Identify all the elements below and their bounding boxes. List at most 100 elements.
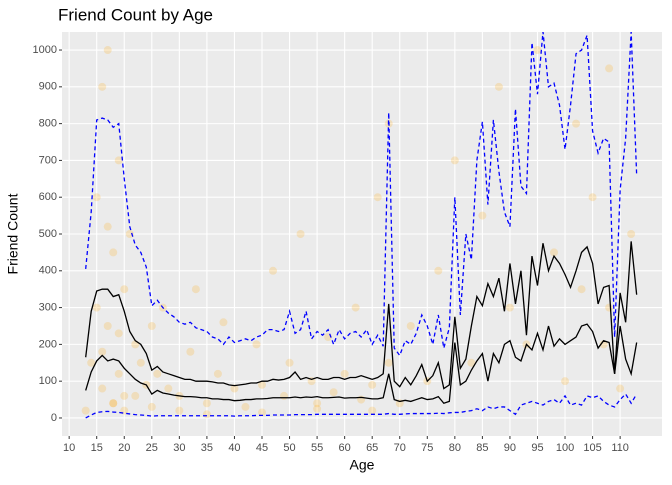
point (478, 211, 487, 220)
x-tick-label: 55 (311, 442, 323, 454)
point (351, 303, 360, 312)
point (252, 340, 261, 349)
point (147, 402, 156, 411)
point (550, 248, 559, 257)
y-tick-label: 600 (39, 191, 57, 203)
point (313, 399, 322, 408)
point (577, 285, 586, 294)
x-axis-label: Age (350, 457, 375, 473)
x-tick-label: 100 (556, 442, 574, 454)
point (92, 303, 101, 312)
y-axis-label: Friend Count (5, 193, 21, 274)
point (406, 321, 415, 330)
point (153, 369, 162, 378)
line (85, 393, 638, 419)
grid (62, 32, 662, 436)
y-tick-label: 900 (39, 81, 57, 93)
point (202, 410, 211, 419)
point (605, 64, 614, 73)
x-tick-label: 70 (394, 442, 406, 454)
point (175, 406, 184, 415)
x-tick-label: 90 (504, 442, 516, 454)
line (85, 241, 638, 390)
point (241, 402, 250, 411)
point (313, 404, 322, 413)
y-tick-label: 0 (51, 412, 57, 424)
x-tick-label: 95 (531, 442, 543, 454)
y-tick-label: 400 (39, 265, 57, 277)
x-tick-label: 10 (63, 442, 75, 454)
point (164, 384, 173, 393)
x-tick-label: 25 (146, 442, 158, 454)
x-tick-label: 85 (476, 442, 488, 454)
y-tick-label: 500 (39, 228, 57, 240)
point (109, 399, 118, 408)
x-tick-label: 80 (449, 442, 461, 454)
point (627, 230, 636, 238)
point (572, 119, 581, 128)
y-tick-label: 1000 (33, 44, 57, 56)
point (329, 388, 338, 397)
point (368, 380, 377, 389)
point (467, 358, 476, 367)
y-tick-label: 200 (39, 338, 57, 350)
x-tick-label: 60 (339, 442, 351, 454)
point (92, 193, 101, 202)
point (103, 46, 112, 55)
point (384, 358, 393, 367)
point (98, 347, 107, 356)
point (434, 266, 443, 275)
point (103, 321, 112, 330)
point (340, 369, 349, 378)
point (186, 347, 195, 356)
point (213, 369, 222, 378)
point (109, 248, 118, 257)
point (616, 384, 625, 393)
point (147, 321, 156, 330)
point (136, 358, 145, 367)
x-tick-label: 45 (256, 442, 268, 454)
point (98, 384, 107, 393)
point (494, 82, 503, 91)
point (280, 391, 289, 400)
x-tick-label: 20 (118, 442, 130, 454)
point (114, 369, 123, 378)
axes: 0 100 200 300 400 500 600 700 800 900 1000 10 15 20 25… (33, 44, 629, 454)
point (285, 358, 294, 367)
point (219, 318, 228, 327)
point (533, 46, 542, 55)
point (450, 156, 459, 165)
point (103, 222, 112, 231)
point (98, 82, 107, 91)
point (87, 358, 96, 367)
point (588, 193, 597, 202)
point (605, 303, 614, 312)
point (131, 340, 140, 349)
x-tick-label: 65 (366, 442, 378, 454)
point (368, 406, 377, 415)
x-tick-label: 110 (611, 442, 629, 454)
x-tick-label: 75 (421, 442, 433, 454)
line (85, 32, 638, 357)
point (109, 399, 118, 408)
y-tick-label: 300 (39, 301, 57, 313)
point (125, 230, 134, 238)
point (191, 285, 200, 294)
x-tick-label: 40 (228, 442, 240, 454)
point (120, 285, 129, 294)
point (120, 391, 129, 400)
line (85, 323, 638, 405)
point (114, 156, 123, 165)
x-tick-label: 30 (173, 442, 185, 454)
x-tick-label: 35 (201, 442, 213, 454)
y-tick-label: 100 (39, 375, 57, 387)
point (258, 380, 266, 389)
point (373, 193, 382, 202)
x-tick-label: 105 (583, 442, 601, 454)
point (258, 408, 266, 417)
point (230, 384, 239, 393)
point (81, 406, 90, 415)
point (131, 391, 140, 400)
